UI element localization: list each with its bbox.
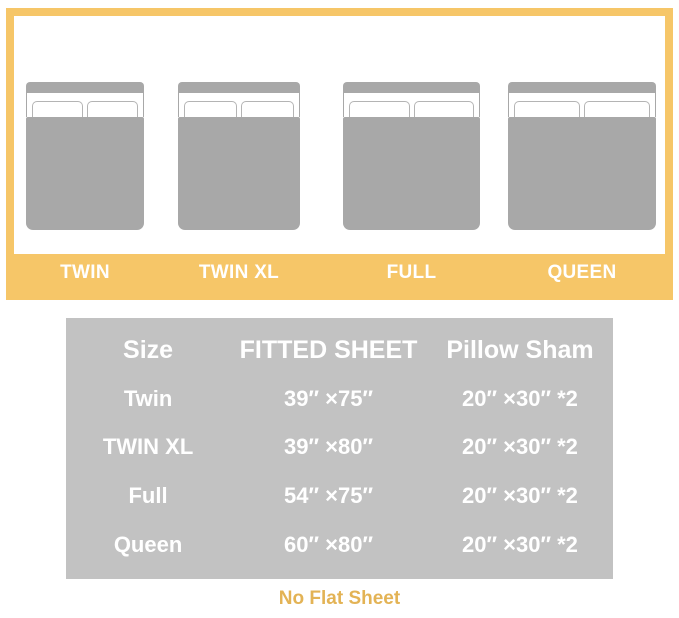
bed-label-twin: TWIN [60,262,110,283]
table-row: Twin 39″ ×75″ 20″ ×30″ *2 [66,375,613,424]
bed-figure-twin-xl [178,82,300,230]
bed-headboard-icon [343,82,480,93]
bed-headboard-icon [508,82,656,93]
bed-figure-twin [26,82,144,230]
cell-size: TWIN XL [102,434,194,460]
pillow-icon [87,101,138,119]
cell-pillow-sham: 20″ ×30″ *2 [462,434,578,460]
cell-size: Twin [123,385,173,411]
pillow-icon [514,101,580,119]
table-header-fitted-sheet: FITTED SHEET [239,335,418,364]
cell-pillow-sham: 20″ ×30″ *2 [462,483,578,509]
pillow-icon [349,101,410,119]
cell-pillow-sham: 20″ ×30″ *2 [462,385,578,411]
cell-size: Full [128,483,168,509]
bed-pillow-group [514,101,650,119]
bed-headboard-icon [26,82,144,93]
bed-illustration-row [14,16,665,254]
bed-sheet-band [26,93,144,119]
table-header-pillow-sham: Pillow Sham [446,335,594,364]
bed-sheet-band [508,93,656,119]
table-row: Queen 60″ ×80″ 20″ ×30″ *2 [66,520,613,569]
table-header-size: Size [123,335,174,364]
bed-pillow-group [349,101,474,119]
no-flat-sheet-note: No Flat Sheet [278,588,401,609]
bed-sheet-band [343,93,480,119]
pillow-icon [413,101,474,119]
pillow-icon [184,101,237,119]
cell-size: Queen [113,531,183,557]
bed-pillow-group [32,101,138,119]
bed-figure-queen [508,82,656,230]
bed-label-queen: QUEEN [547,262,617,283]
bed-diagram-panel: TWIN TWIN XL FULL QUEEN [6,8,673,300]
cell-fitted-sheet: 60″ ×80″ [284,531,374,557]
bed-headboard-icon [178,82,300,93]
bed-pillow-group [184,101,294,119]
bed-label-full: FULL [386,262,437,283]
pillow-icon [584,101,650,119]
cell-fitted-sheet: 39″ ×75″ [284,385,374,411]
size-table: Size FITTED SHEET Pillow Sham Twin 39″ ×… [66,318,613,579]
bed-label-twin-xl: TWIN XL [198,262,280,283]
cell-fitted-sheet: 54″ ×75″ [284,483,374,509]
bed-mattress [26,117,144,230]
bed-label-band: TWIN TWIN XL FULL QUEEN [14,254,665,292]
table-row: Full 54″ ×75″ 20″ ×30″ *2 [66,472,613,521]
bed-mattress [343,117,480,230]
pillow-icon [32,101,83,119]
bed-sheet-band [178,93,300,119]
cell-pillow-sham: 20″ ×30″ *2 [462,531,578,557]
pillow-icon [241,101,294,119]
bed-mattress [178,117,300,230]
cell-fitted-sheet: 39″ ×80″ [284,434,374,460]
bed-figure-full [343,82,480,230]
table-header-row: Size FITTED SHEET Pillow Sham [66,326,613,375]
bed-mattress [508,117,656,230]
table-row: TWIN XL 39″ ×80″ 20″ ×30″ *2 [66,423,613,472]
